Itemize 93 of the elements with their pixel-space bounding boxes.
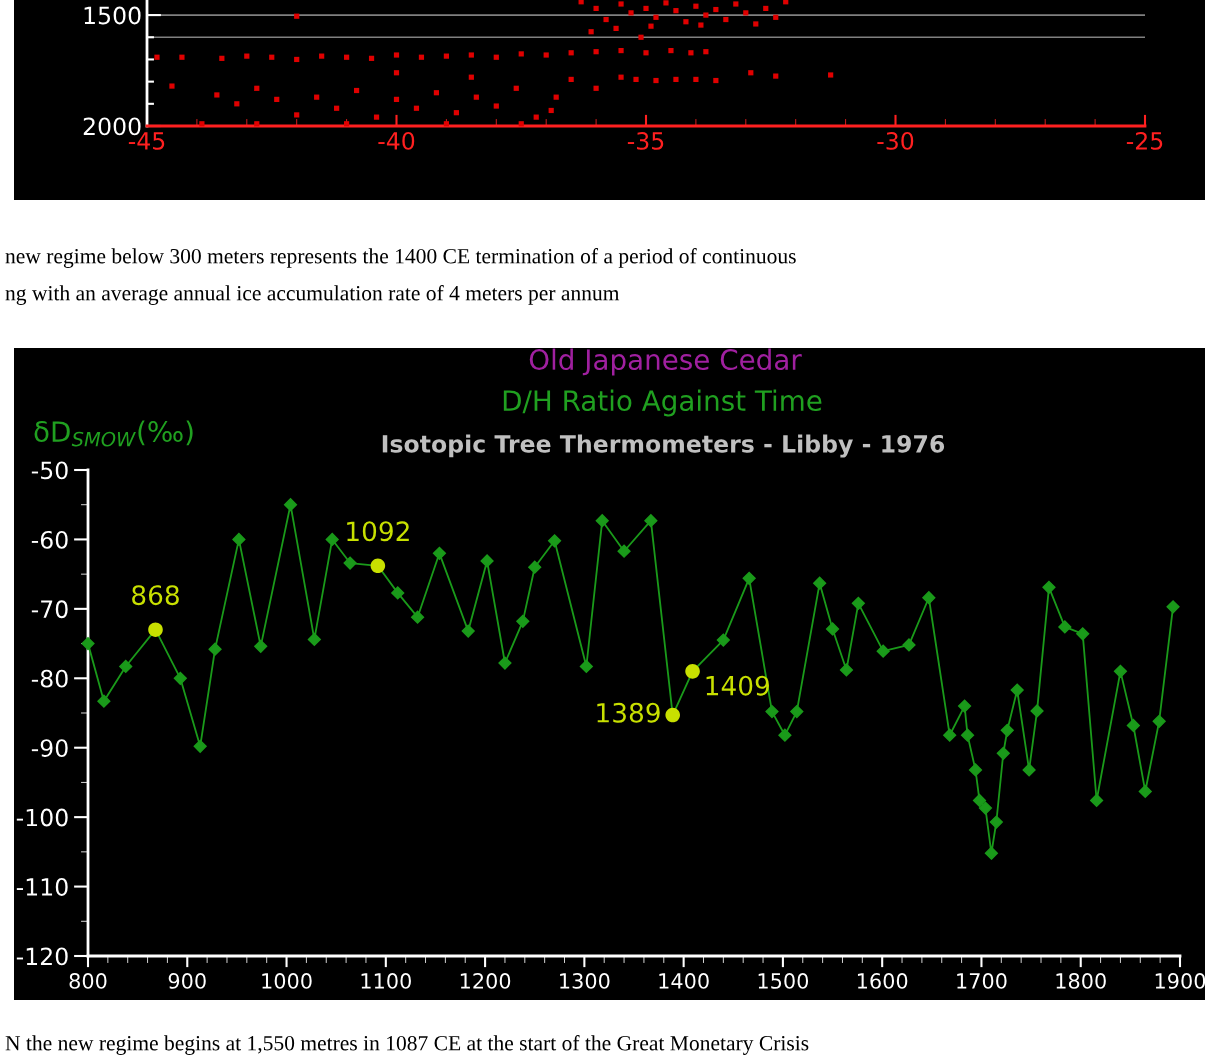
point: [1166, 600, 1180, 614]
annotation: 868: [132, 585, 179, 606]
y-tick-label: -80: [31, 669, 68, 688]
annotation: 1389: [597, 702, 660, 723]
x-tick-label: 1900: [1155, 973, 1205, 989]
point: [1076, 627, 1090, 641]
text: N the new regime begins at 1,550 metres in 1087 CE at the start of the Great Monetary Crisis: [5, 1035, 809, 1055]
point: [410, 610, 425, 624]
x-tick-label: 800: [69, 973, 107, 989]
point: [208, 642, 222, 656]
point: [461, 624, 475, 638]
point: [232, 532, 246, 547]
point: [876, 644, 890, 658]
point: [1126, 718, 1140, 733]
point: [968, 763, 983, 777]
point: [516, 614, 530, 628]
point: [595, 514, 609, 528]
x-tick-label: -40: [378, 131, 415, 150]
x-tick-label: 1500: [758, 973, 809, 989]
y-axis-title: δD$_{SMOW}$(‰): [34, 420, 193, 447]
point: [765, 705, 779, 719]
point: [839, 663, 854, 677]
point: [307, 632, 321, 646]
x-tick-label: 1800: [1056, 973, 1106, 989]
x-tick-label: 1100: [361, 973, 411, 989]
point: [617, 544, 631, 558]
point: [1152, 714, 1166, 728]
point: [960, 728, 975, 742]
chart-title: Old Japanese Cedar: [529, 348, 802, 376]
text: new regime below 300 meters represents the 1400 CE termination of a period of continuous: [5, 248, 796, 268]
point: [325, 532, 339, 547]
point: [778, 728, 792, 742]
point: [254, 639, 268, 653]
point: [1010, 683, 1024, 697]
point: [825, 622, 840, 636]
x-tick-label: -35: [627, 131, 664, 150]
point: [644, 514, 658, 528]
point: [97, 694, 111, 708]
point: [1058, 620, 1072, 634]
y-tick-label: -60: [31, 530, 68, 549]
point: [480, 554, 494, 568]
point: [1090, 793, 1104, 808]
point: [790, 705, 804, 719]
point: [742, 571, 756, 585]
y-tick-label: -70: [31, 600, 68, 619]
x-tick-label: 900: [168, 973, 206, 989]
chart-subtitle: D/H Ratio Against Time: [503, 389, 822, 417]
point: [984, 846, 998, 860]
point: [1030, 704, 1044, 718]
point: [193, 739, 207, 753]
x-tick-label: 1600: [857, 973, 908, 989]
annotation: 1092: [347, 521, 409, 542]
text: ng with an average annual ice accumulation rate of 4 meters per annum: [5, 285, 620, 305]
point: [498, 656, 512, 670]
point: [173, 671, 187, 685]
point: [989, 815, 1003, 829]
y-tick-label: -90: [31, 739, 68, 758]
point: [978, 801, 993, 815]
point: [813, 576, 827, 590]
point: [957, 699, 972, 713]
x-tick-label: 1300: [560, 973, 610, 989]
point: [1000, 723, 1014, 737]
point: [922, 591, 936, 605]
point: [391, 586, 405, 600]
x-tick-label: -30: [877, 131, 914, 150]
point: [1138, 784, 1152, 799]
x-tick-label: 1200: [460, 973, 511, 989]
point: [972, 793, 987, 808]
point: [343, 556, 357, 570]
y-tick-label: -100: [16, 808, 68, 827]
point: [902, 638, 916, 652]
point: [579, 659, 593, 674]
point: [996, 746, 1010, 760]
y-tick-label: -110: [16, 878, 68, 896]
point: [547, 534, 562, 548]
point: [81, 636, 95, 651]
point: [432, 546, 447, 560]
point: [716, 633, 730, 647]
point: [943, 728, 957, 742]
x-tick-label: 1400: [659, 973, 709, 989]
x-tick-label: 1000: [262, 973, 312, 989]
point: [528, 560, 542, 574]
y-tick-label: -120: [16, 947, 68, 966]
point: [1022, 763, 1036, 777]
x-tick-label: 1700: [957, 973, 1007, 989]
point: [119, 659, 133, 674]
text: Isotopic Tree Thermometers - Libby - 1976: [382, 434, 945, 458]
point: [283, 498, 298, 512]
point: [1113, 664, 1128, 678]
y-tick-label: -50: [31, 461, 68, 480]
point: [1042, 580, 1056, 594]
x-tick-label: -25: [1126, 131, 1163, 150]
point: [851, 596, 865, 610]
